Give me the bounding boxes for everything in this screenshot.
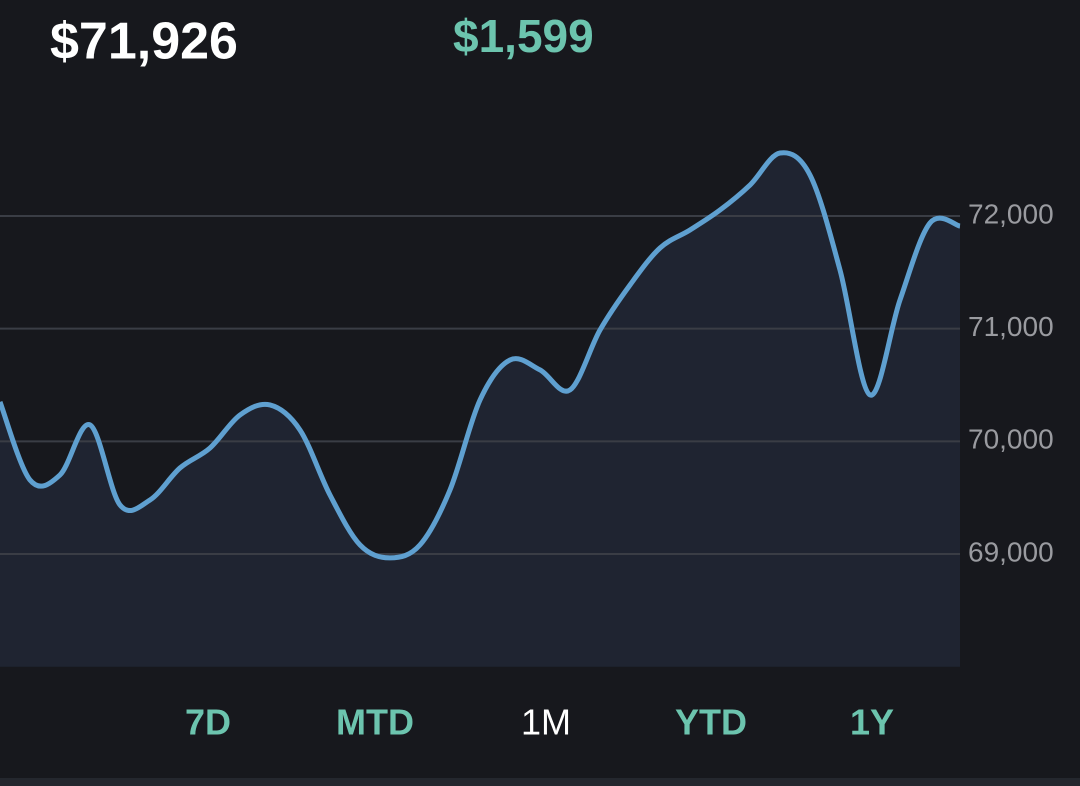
- y-tick-label: 72,000: [968, 198, 1054, 229]
- range-button[interactable]: 1M: [521, 702, 571, 743]
- line: [0, 150, 961, 561]
- bottom-bar: [0, 778, 1080, 786]
- range-button[interactable]: MTD: [336, 702, 414, 743]
- y-tick-label: 71,000: [968, 311, 1054, 342]
- area: [0, 152, 960, 667]
- range-selector: 7D MTD 1M YTD 1Y: [185, 702, 894, 743]
- y-tick-label: 70,000: [968, 424, 1054, 455]
- balance: $71,926: [50, 13, 238, 71]
- range-button[interactable]: 7D: [185, 702, 231, 743]
- range-button[interactable]: 1Y: [850, 702, 894, 743]
- change: $1,599: [453, 10, 594, 62]
- chart: 69,000 70,000 71,000 72,000: [0, 150, 1054, 667]
- y-tick-label: 69,000: [968, 536, 1054, 567]
- range-button[interactable]: YTD: [675, 702, 747, 743]
